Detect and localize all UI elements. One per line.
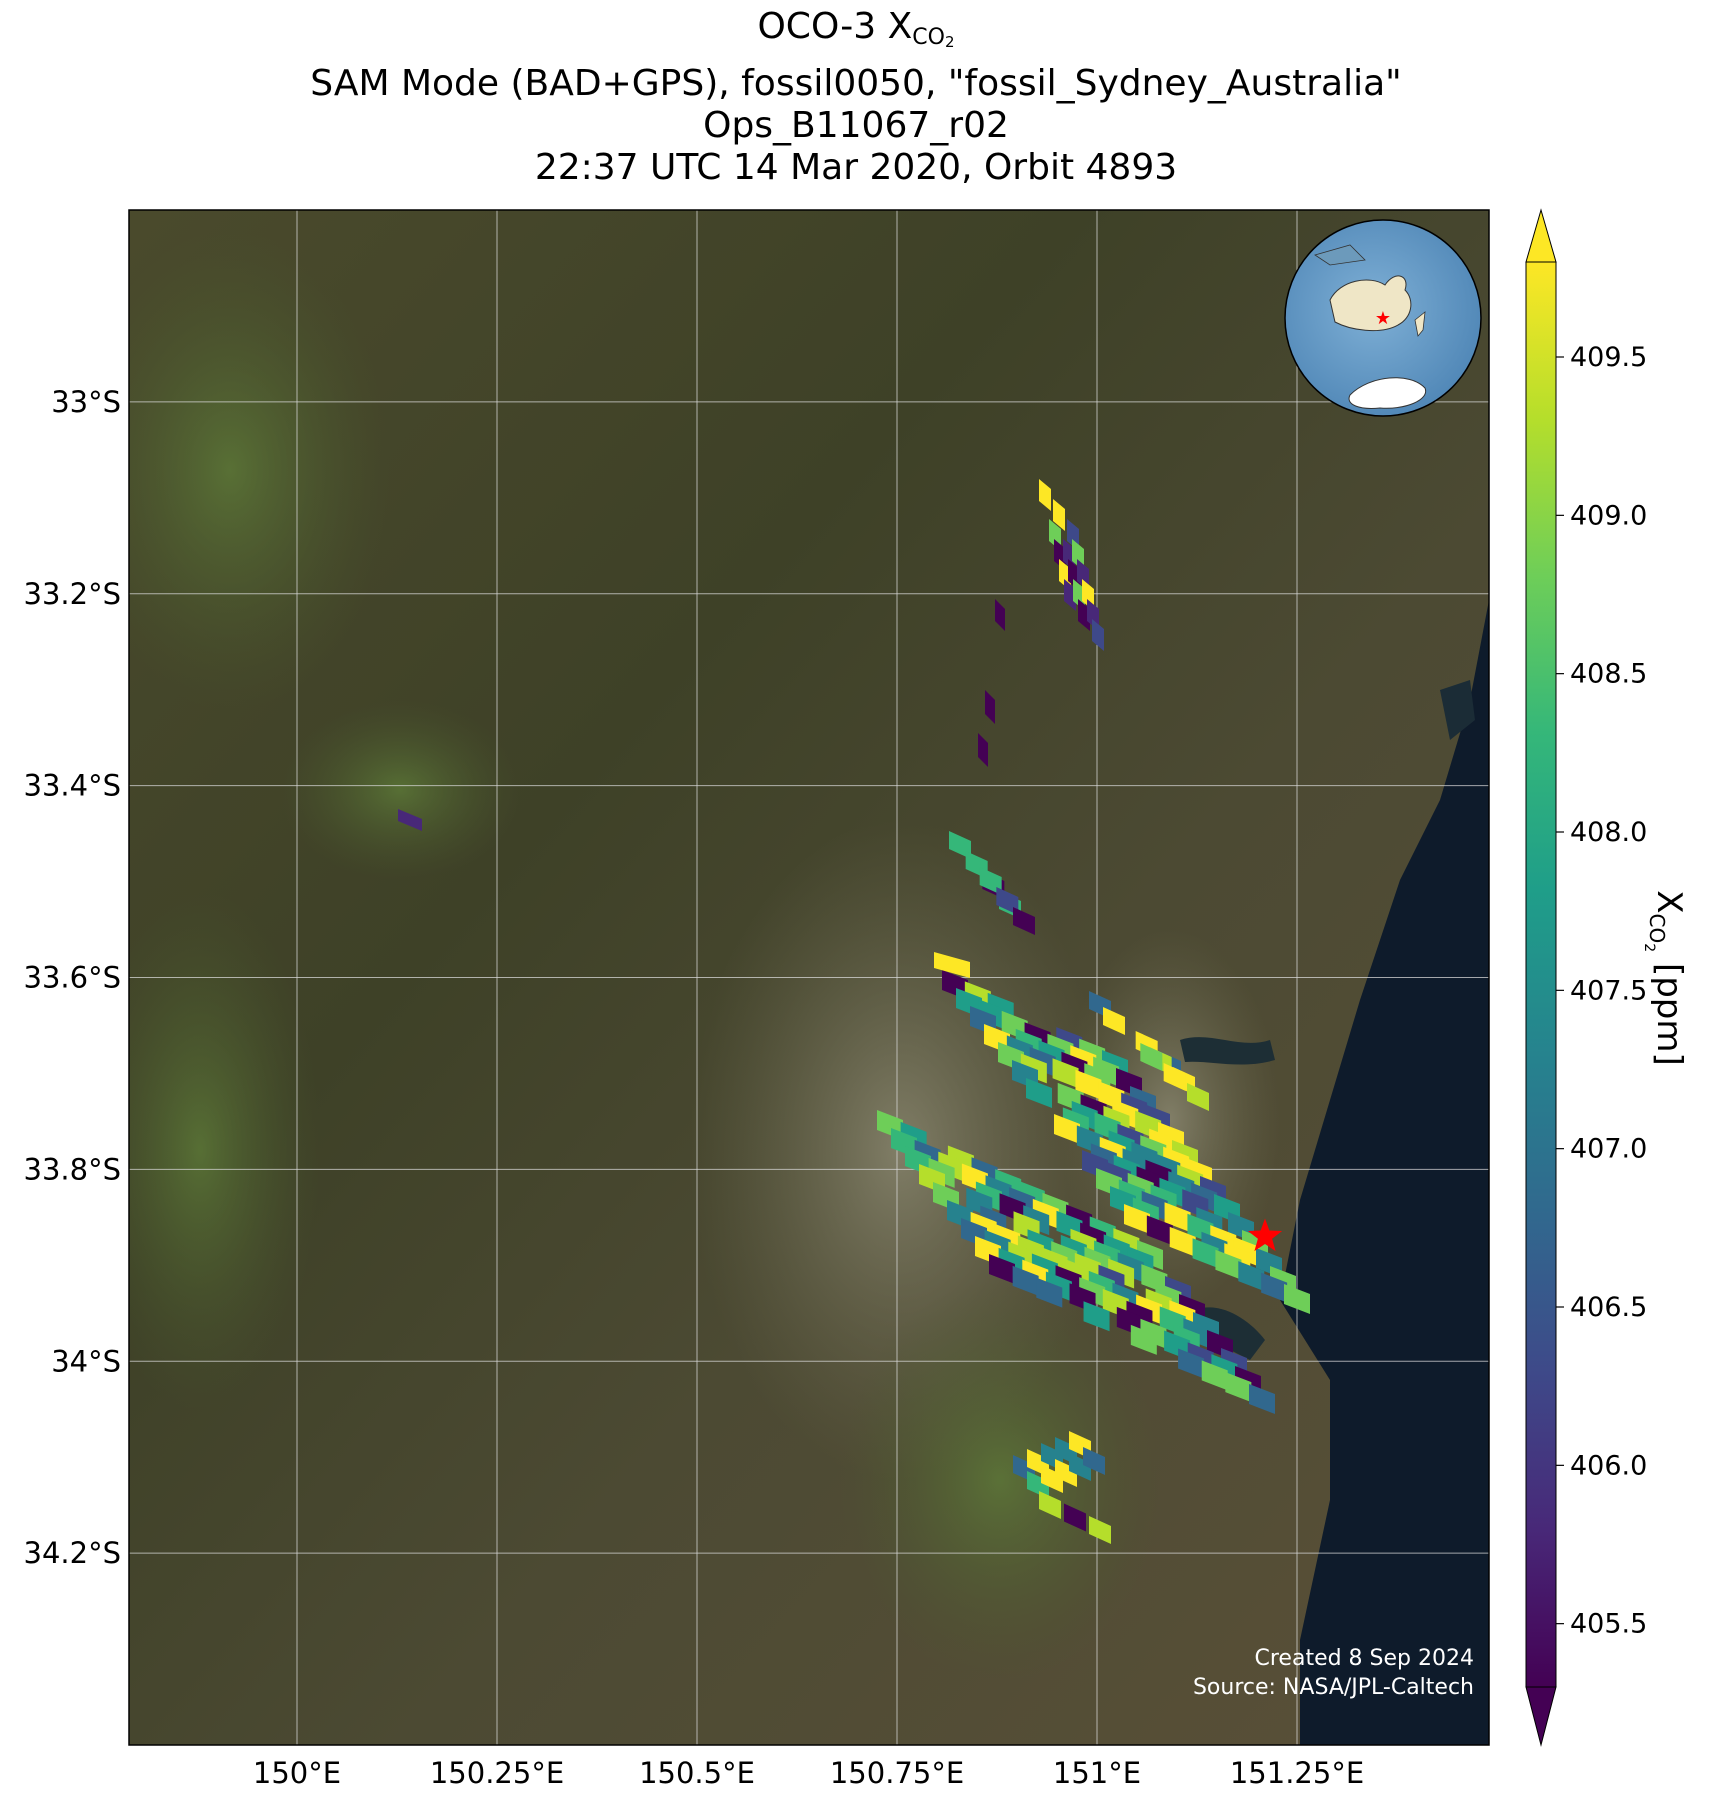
sounding-footprint <box>1146 1215 1173 1246</box>
sounding-footprint <box>1027 1471 1049 1499</box>
title-line-1: OCO-3 XCO2 <box>757 6 955 51</box>
lat-tick-label: 34°S <box>51 1344 121 1378</box>
map-frame <box>128 209 1490 1746</box>
credit-line-1: Created 8 Sep 2024 <box>1255 1646 1475 1671</box>
sounding-footprint <box>1052 1058 1079 1089</box>
sounding-footprint <box>985 690 995 724</box>
lat-tick-label: 33.2°S <box>24 577 121 611</box>
harbour <box>1180 1037 1275 1065</box>
sounding-footprint <box>1012 1265 1039 1296</box>
australia-shape <box>1329 275 1412 331</box>
sounding-footprint <box>1284 1284 1310 1314</box>
sounding-footprint <box>1215 1249 1242 1280</box>
colorbar-tick-label: 407.0 <box>1570 1134 1647 1165</box>
lon-tick-label: 150.5°E <box>639 1756 755 1790</box>
sounding-footprint <box>1026 1078 1052 1108</box>
sounding-footprint <box>1124 1204 1150 1234</box>
colorbar-tick-label: 409.5 <box>1570 342 1647 373</box>
sounding-footprint <box>1064 1503 1086 1532</box>
sounding-footprint <box>1163 1063 1186 1091</box>
inset-star-icon: ★ <box>1375 308 1391 329</box>
colorbar-tick-label: 407.5 <box>1570 975 1647 1006</box>
sounding-footprint <box>1092 619 1104 651</box>
colorbar-title: XCO2 [ppm] <box>1641 890 1689 1066</box>
colorbar: 405.5 406.0 406.5 407.0 407.5 408.0 408.5 409.0… <box>1525 208 1689 1747</box>
map-title: OCO-3 XCO2 SAM Mode (BAD+GPS), fossil005… <box>0 6 1712 189</box>
sounding-footprint <box>1039 1491 1061 1519</box>
sounding-footprint <box>1069 1453 1091 1481</box>
colorbar-extend-min <box>1525 1686 1557 1747</box>
colorbar-tick-label: 405.5 <box>1570 1609 1647 1640</box>
sounding-footprint <box>979 867 1002 895</box>
colorbar-tick-label: 406.0 <box>1570 1450 1647 1481</box>
sounding-footprint <box>1192 1238 1219 1269</box>
colorbar-tick-label: 408.5 <box>1570 659 1647 690</box>
target-star-shape <box>1247 1218 1283 1252</box>
colorbar-extend-max <box>1525 208 1557 263</box>
sounding-footprint <box>1083 1301 1110 1332</box>
sounding-footprint <box>1055 1459 1077 1487</box>
sounding-footprint <box>1169 1226 1196 1257</box>
colorbar-gradient <box>1525 261 1557 1688</box>
credit-line-2: Source: NASA/JPL-Caltech <box>1193 1675 1474 1700</box>
title-line-2: SAM Mode (BAD+GPS), fossil0050, "fossil_… <box>310 63 1402 104</box>
colorbar-tick-label: 406.5 <box>1570 1292 1647 1323</box>
sounding-footprint <box>996 887 1019 915</box>
lat-tick-label: 33.6°S <box>24 961 121 995</box>
colorbar-tick-label: 408.0 <box>1570 817 1647 848</box>
sounding-footprint <box>1130 1324 1157 1355</box>
longitude-tick-labels: 150°E 150.25°E 150.5°E 150.75°E 151°E 151.25°… <box>253 1756 1364 1790</box>
latitude-tick-labels: 33°S 33.2°S 33.4°S 33.6°S 33.8°S 34°S 34.2°S <box>24 385 121 1570</box>
sounding-footprint <box>1041 1465 1063 1493</box>
inset-globe: ★ <box>1284 219 1482 417</box>
lat-tick-label: 33.8°S <box>24 1152 121 1186</box>
lat-tick-label: 34.2°S <box>24 1536 121 1570</box>
lon-tick-label: 150°E <box>253 1756 341 1790</box>
sounding-footprint <box>1053 499 1065 531</box>
colorbar-tick-label: 409.0 <box>1570 500 1647 531</box>
sounding-footprint <box>949 831 971 859</box>
sounding-footprint <box>989 1254 1015 1284</box>
xco2-soundings <box>398 479 1310 1544</box>
gridlines <box>129 210 1489 1745</box>
sounding-footprint <box>1140 1043 1163 1071</box>
sounding-footprint <box>1054 1114 1080 1144</box>
title-line-3: Ops_B11067_r02 <box>703 105 1009 146</box>
sounding-footprint <box>1249 1384 1275 1414</box>
lon-tick-label: 151.25°E <box>1230 1756 1364 1790</box>
sounding-footprint <box>1039 479 1051 511</box>
sounding-footprint <box>1083 1447 1105 1475</box>
sounding-footprint <box>1201 1360 1228 1391</box>
lat-tick-label: 33°S <box>51 385 121 419</box>
sounding-footprint <box>1238 1261 1265 1292</box>
sounding-footprint <box>1225 1372 1252 1403</box>
sounding-footprint <box>1103 1007 1125 1035</box>
lat-tick-label: 33.4°S <box>24 769 121 803</box>
sounding-footprint <box>1036 1277 1063 1308</box>
sounding-footprint <box>995 599 1005 631</box>
colorbar-ticks: 405.5 406.0 406.5 407.0 407.5 408.0 408.5 409.0… <box>1556 342 1647 1640</box>
sounding-footprint <box>1261 1272 1288 1303</box>
lon-tick-label: 150.75°E <box>830 1756 964 1790</box>
sounding-footprint <box>934 952 970 978</box>
sounding-footprint <box>1013 907 1035 935</box>
target-star-icon <box>1247 1218 1283 1252</box>
lon-tick-label: 151°E <box>1053 1756 1141 1790</box>
sounding-footprint <box>978 733 988 767</box>
antarctica-shape <box>1348 377 1427 409</box>
sounding-footprint <box>1178 1348 1205 1379</box>
sounding-footprint <box>1187 1083 1209 1111</box>
lon-tick-label: 150.25°E <box>430 1756 564 1790</box>
sounding-footprint <box>1089 1516 1111 1544</box>
sounding-footprint <box>398 809 422 831</box>
title-line-4: 22:37 UTC 14 Mar 2020, Orbit 4893 <box>534 147 1178 188</box>
